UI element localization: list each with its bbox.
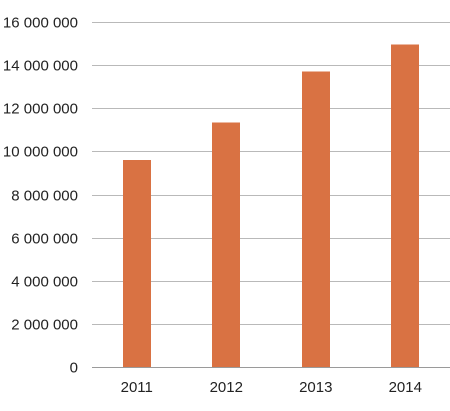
y-axis-labels: 0 2 000 000 4 000 000 6 000 000 8 000 000 10 … [3, 15, 78, 377]
x-axis-labels: 2011 2012 2013 2014 [121, 379, 422, 396]
y-tick-label: 14 000 000 [3, 58, 78, 75]
y-tick-label: 12 000 000 [3, 101, 78, 118]
grid-layer [92, 22, 450, 368]
y-tick-label: 8 000 000 [11, 188, 78, 205]
x-tick-label-2011: 2011 [121, 379, 153, 396]
y-tick-label: 0 [70, 360, 78, 377]
y-tick-label: 10 000 000 [3, 144, 78, 161]
y-tick-label: 4 000 000 [11, 274, 78, 291]
bar-2014 [391, 44, 419, 367]
bar-2012 [212, 122, 240, 367]
bars [123, 44, 419, 367]
bar-2013 [302, 71, 330, 367]
y-tick-label: 6 000 000 [11, 231, 78, 248]
x-tick-label-2014: 2014 [389, 379, 422, 396]
x-tick-label-2013: 2013 [299, 379, 332, 396]
x-tick-label-2012: 2012 [210, 379, 243, 396]
bar-2011 [123, 160, 151, 367]
y-tick-label: 16 000 000 [3, 15, 78, 32]
y-tick-label: 2 000 000 [11, 317, 78, 334]
